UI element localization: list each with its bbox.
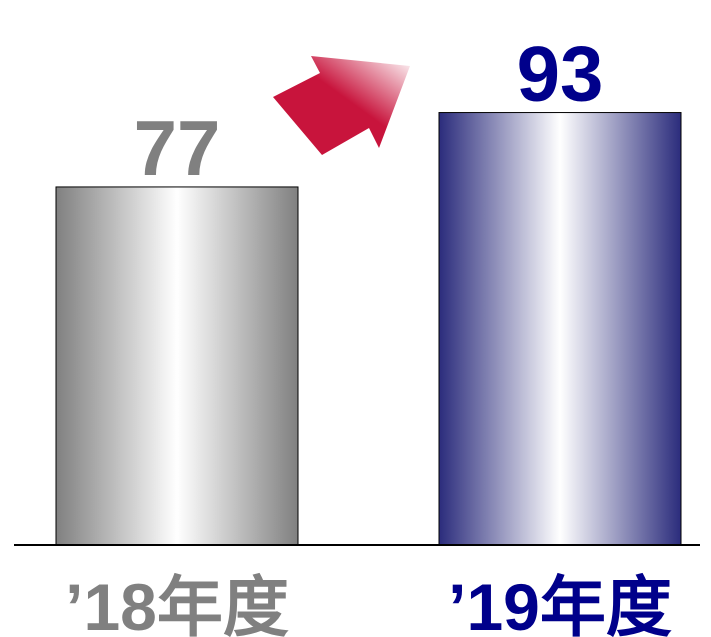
increase-arrow-icon: [273, 56, 410, 155]
data-label-2: 93: [517, 30, 604, 118]
labels-group: 77 ’18年度 93 ’19年度: [65, 30, 672, 637]
category-label-1: ’18年度: [65, 570, 289, 637]
bars-group: [55, 112, 682, 546]
bar-1: [55, 186, 299, 546]
category-label-2: ’19年度: [448, 570, 672, 637]
bar-2: [438, 112, 682, 546]
data-label-1: 77: [134, 104, 221, 192]
